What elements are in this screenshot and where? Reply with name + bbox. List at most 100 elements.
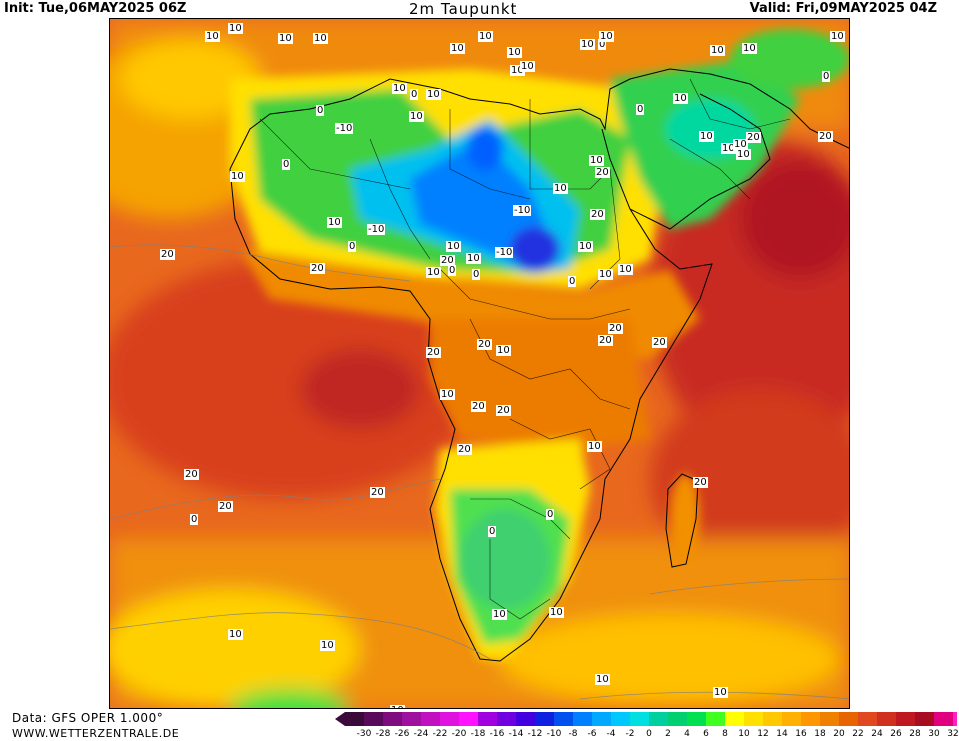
contour-label: 10: [699, 131, 714, 142]
legend-tick-label: -30: [356, 729, 372, 739]
legend-tick-label: -22: [432, 729, 448, 739]
legend-swatch: [858, 712, 877, 726]
map-canvas: [110, 19, 849, 708]
legend-swatch: [953, 712, 957, 726]
contour-label: 0: [410, 89, 419, 100]
legend-swatch: [592, 712, 611, 726]
contour-label: 0: [598, 39, 607, 50]
legend-swatch: [345, 712, 364, 726]
legend-tick-label: -18: [470, 729, 486, 739]
legend-tick-label: 28: [909, 729, 921, 739]
legend-tick-label: 32: [947, 729, 959, 739]
contour-label: 10: [507, 47, 522, 58]
contour-label: -10: [335, 123, 354, 134]
legend-swatch: [459, 712, 478, 726]
legend-tick-label: 20: [833, 729, 845, 739]
contour-label: 10: [830, 31, 845, 42]
contour-label: 20: [746, 132, 761, 143]
legend-tick-label: 12: [757, 729, 769, 739]
contour-label: 20: [496, 405, 511, 416]
legend-tick-label: 4: [684, 729, 690, 739]
contour-label: 10: [278, 33, 293, 44]
contour-label: 10: [228, 629, 243, 640]
legend-tick-label: -4: [606, 729, 616, 739]
legend-swatch: [573, 712, 592, 726]
contour-label: 10: [587, 441, 602, 452]
contour-label: 20: [370, 487, 385, 498]
legend-tick-label: 2: [665, 729, 671, 739]
legend-tick-label: 0: [646, 729, 652, 739]
legend-tick-label: -14: [508, 729, 524, 739]
color-legend: -30 -28 -26 -24 -22 -20 -18 -16 -14 -12 -10 -8 -6 -4-…: [335, 712, 959, 741]
legend-tick-label: -16: [489, 729, 505, 739]
contour-label: 10: [205, 31, 220, 42]
legend-swatch: [478, 712, 497, 726]
contour-label: -10: [495, 247, 514, 258]
contour-label: 10: [320, 640, 335, 651]
contour-label: 20: [595, 167, 610, 178]
map-title: 2m Taupunkt: [409, 0, 518, 18]
contour-label: 10: [313, 33, 328, 44]
legend-tick-label: -12: [527, 729, 543, 739]
contour-label: 20: [598, 335, 613, 346]
legend-swatch: [706, 712, 725, 726]
contour-label: 20: [160, 249, 175, 260]
legend-tick-label: 8: [722, 729, 728, 739]
legend-tick-label: -20: [451, 729, 467, 739]
legend-swatch: [554, 712, 573, 726]
contour-label: 20: [457, 444, 472, 455]
contour-label: 0: [472, 269, 481, 280]
contour-label: 20: [608, 323, 623, 334]
contour-label: 0: [546, 509, 555, 520]
contour-label: 20: [218, 501, 233, 512]
legend-swatch: [649, 712, 668, 726]
contour-label: 20: [590, 209, 605, 220]
contour-label: 10: [710, 45, 725, 56]
contour-label: 0: [488, 526, 497, 537]
legend-swatch: [687, 712, 706, 726]
data-source: Data: GFS OPER 1.000°: [12, 711, 164, 725]
contour-label: 10: [553, 183, 568, 194]
legend-swatch: [820, 712, 839, 726]
contour-label: 10: [446, 241, 461, 252]
legend-tick-label: -8: [568, 729, 578, 739]
contour-label: 10: [440, 389, 455, 400]
legend-swatch: [497, 712, 516, 726]
legend-tick-label: -6: [587, 729, 597, 739]
legend-swatch: [782, 712, 801, 726]
legend-swatch: [934, 712, 953, 726]
legend-swatch: [915, 712, 934, 726]
contour-label: 10: [392, 83, 407, 94]
contour-label: 0: [190, 514, 199, 525]
legend-swatch: [630, 712, 649, 726]
contour-label: 0: [448, 265, 457, 276]
website: WWW.WETTERZENTRALE.DE: [12, 727, 180, 740]
legend-tick-label: 18: [814, 729, 826, 739]
dewpoint-map: 101010101010101010100100101010010010100-…: [109, 18, 850, 709]
legend-tick-label: -28: [375, 729, 391, 739]
contour-label: 20: [310, 263, 325, 274]
legend-swatch: [611, 712, 630, 726]
legend-swatch: [877, 712, 896, 726]
contour-label: 10: [230, 171, 245, 182]
contour-label: 10: [450, 43, 465, 54]
contour-label: 10: [492, 609, 507, 620]
contour-label: 10: [673, 93, 688, 104]
contour-label: 10: [742, 43, 757, 54]
contour-label: 20: [471, 401, 486, 412]
contour-label: 20: [440, 255, 455, 266]
contour-label: 20: [426, 347, 441, 358]
contour-label: 0: [348, 241, 357, 252]
legend-swatch: [725, 712, 744, 726]
contour-label: 10: [618, 264, 633, 275]
contour-label: 10: [599, 31, 614, 42]
legend-swatch: [364, 712, 383, 726]
contour-label: 10: [595, 674, 610, 685]
legend-swatch: [383, 712, 402, 726]
legend-swatch: [421, 712, 440, 726]
contour-label: 10: [478, 31, 493, 42]
contour-label: 0: [636, 104, 645, 115]
contour-label: 0: [316, 105, 325, 116]
legend-bar: [335, 712, 957, 726]
legend-tick-label: 10: [738, 729, 750, 739]
